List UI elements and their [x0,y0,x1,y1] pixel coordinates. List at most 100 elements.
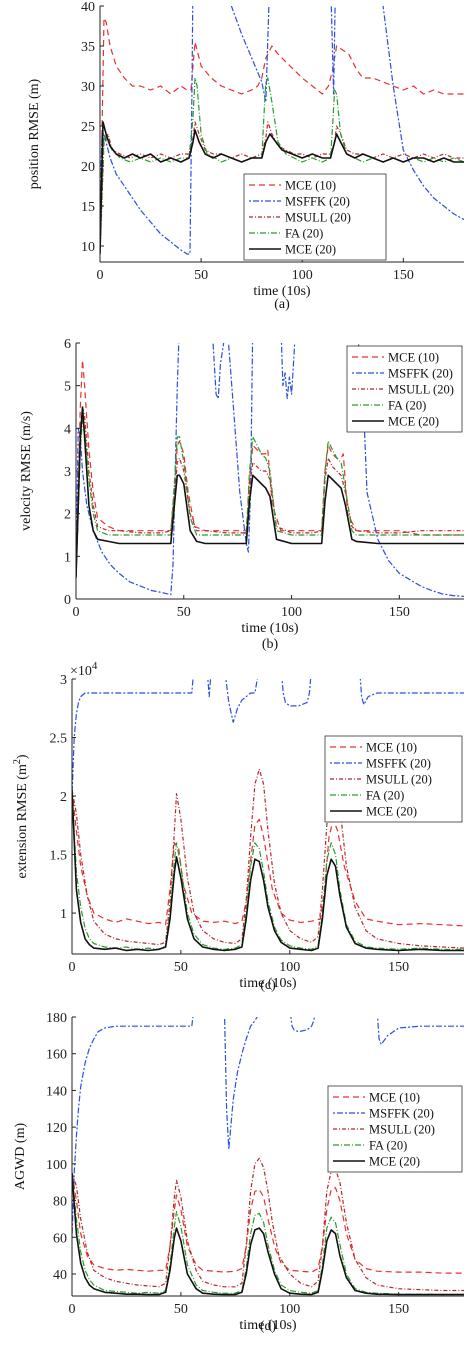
panel-caption: (c) [260,978,276,993]
x-axis-label: time (10s) [239,1318,296,1333]
x-tick-label: 100 [279,1302,300,1317]
x-tick-label: 50 [177,605,191,620]
chart-panel-b: 0 50 100 150 0 1 2 3 4 5 6 time (10s) velocity RMSE … [19,337,464,652]
x-tick-label: 100 [292,268,313,283]
y-tick-label: 0 [64,593,71,608]
x-tick-label: 0 [69,1302,76,1317]
legend-box [324,735,463,823]
chart-panel-a: 0 50 100 150 10 15 20 25 30 35 40 time (10s) positio… [27,0,464,312]
series-line-2 [72,1017,464,1238]
series-group [72,679,464,952]
y-tick-label: 100 [46,1158,67,1173]
legend-label: MCE (10) [285,179,336,193]
y-tick-label: 40 [53,1268,67,1283]
series-line-2 [100,6,464,255]
y-tick-label: 10 [81,240,95,255]
y-tick-label: 180 [46,1011,67,1026]
legend-box [327,1085,463,1173]
y-tick-label: 6 [64,337,71,352]
legend-label: MSULL (20) [366,773,432,787]
y-tick-label: 5 [64,380,71,395]
x-tick-label: 150 [388,1302,409,1317]
y-tick-label: 40 [81,0,95,15]
panel-caption: (b) [262,637,279,652]
legend-label: MSFFK (20) [366,757,431,771]
y-tick-label: 1 [60,907,67,922]
legend-label: MCE (20) [369,1155,420,1169]
series-line-3 [100,121,464,255]
legend-box [243,173,387,261]
y-tick-label: 35 [81,40,95,55]
legend-label: MSFFK (20) [285,195,350,209]
legend: MCE (10) MSFFK (20) MSULL (20) FA (20) MCE (… [243,173,387,261]
series-line-5 [76,406,464,578]
x-tick-label: 150 [388,960,409,975]
panel-caption: (a) [274,297,290,312]
chart-panel-c: 0 50 100 150 1 1.5 2 2.5 3×104 time (10s) extensio… [12,660,464,993]
series-line-1 [72,1172,464,1274]
series-line-2 [72,679,464,797]
series-line-3 [76,406,464,578]
series-group [72,1017,464,1296]
y-tick-label: 2.5 [50,732,68,747]
series-line-5 [72,790,464,952]
y-tick-label: 30 [81,80,95,95]
legend-label: MSFFK (20) [388,367,453,381]
y-tick-label: 140 [46,1084,67,1099]
y-tick-label: 15 [81,200,95,215]
y-exponent-label: ×104 [70,660,98,679]
y-tick-label: 2 [64,508,71,523]
x-tick-label: 50 [174,1302,188,1317]
x-axis-label: time (10s) [241,621,298,636]
series-line-4 [76,419,464,578]
x-tick-label: 100 [281,605,302,620]
x-tick-label: 50 [174,960,188,975]
x-tick-label: 100 [279,960,300,975]
y-tick-label: 60 [53,1231,67,1246]
legend-label: MSULL (20) [388,383,454,397]
series-line-4 [72,790,464,950]
series-line-4 [72,1172,464,1296]
y-axis-label: position RMSE (m) [27,78,42,189]
y-tick-label: 3 [64,465,71,480]
x-tick-label: 0 [73,605,80,620]
y-tick-label: 120 [46,1121,67,1136]
legend: MCE (10) MSFFK (20) MSULL (20) FA (20) MCE (… [324,735,463,823]
legend-label: MCE (20) [388,415,439,429]
y-tick-label: 80 [53,1195,67,1210]
x-axis-label: time (10s) [253,284,310,299]
legend-label: MSULL (20) [369,1123,435,1137]
legend-label: MCE (10) [388,351,439,365]
legend-label: MCE (20) [366,805,417,819]
y-tick-label: 3 [60,673,67,688]
legend-label: MSULL (20) [285,211,351,225]
x-tick-label: 150 [389,605,410,620]
y-axis-label: extension RMSE (m2) [12,754,30,878]
panel-caption: (d) [260,1319,277,1334]
series-group [100,6,464,255]
series-line-5 [100,121,464,255]
y-tick-label: 25 [81,120,95,135]
legend-box [346,345,463,433]
legend-label: MCE (20) [285,243,336,257]
series-line-3 [72,1157,464,1292]
x-axis-label: time (10s) [239,976,296,991]
y-tick-label: 1 [64,550,71,565]
legend-label: FA (20) [369,1139,407,1153]
y-tick-label: 2 [60,790,67,805]
x-tick-label: 0 [69,960,76,975]
y-tick-label: 160 [46,1048,67,1063]
x-tick-label: 150 [393,268,414,283]
series-line-1 [100,17,464,247]
series-line-1 [72,790,464,927]
legend-label: MSFFK (20) [369,1107,434,1121]
legend-label: FA (20) [285,227,323,241]
legend-label: FA (20) [388,399,426,413]
chart-panel-d: 0 50 100 150 40 60 80 100 120 140 160 180 time (10s)… [13,1011,464,1334]
legend: MCE (10) MSFFK (20) MSULL (20) FA (20) MCE (… [327,1085,463,1173]
series-line-5 [72,1172,464,1296]
y-tick-label: 4 [64,422,71,437]
legend: MCE (10) MSFFK (20) MSULL (20) FA (20) MCE (… [346,345,463,433]
x-tick-label: 0 [97,268,104,283]
